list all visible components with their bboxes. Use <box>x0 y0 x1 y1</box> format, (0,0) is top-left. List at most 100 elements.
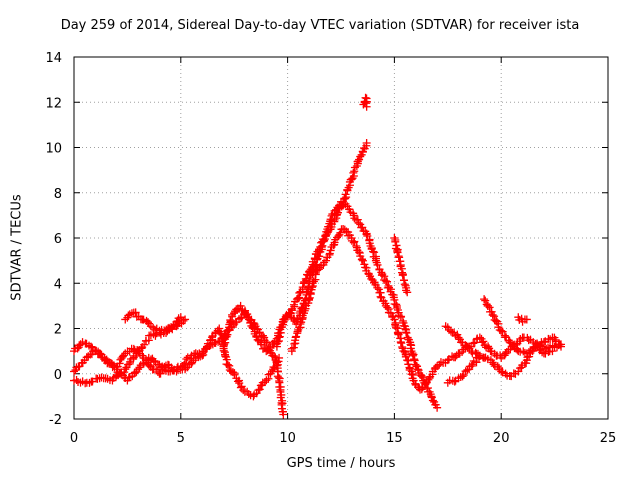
data-point-interp <box>459 370 468 379</box>
y-tick-label: 14 <box>45 51 62 66</box>
data-point-interp <box>433 362 442 371</box>
data-point-interp <box>398 271 407 280</box>
data-point-interp <box>169 321 178 330</box>
data-point-interp <box>526 335 535 344</box>
data-point-interp <box>120 368 129 377</box>
data-point-interp <box>174 314 183 323</box>
data-point-interp <box>306 271 315 280</box>
data-point-interp <box>383 303 392 312</box>
data-point-interp <box>385 283 394 292</box>
data-point-interp <box>182 355 191 364</box>
data-point-interp <box>230 370 239 379</box>
data-point-interp <box>217 329 226 338</box>
data-point-interp <box>451 331 460 340</box>
data-point-interp <box>516 334 525 343</box>
data-point-interp <box>407 370 416 379</box>
data-point-interp <box>118 352 127 361</box>
data-point-interp <box>142 355 151 364</box>
data-point <box>181 315 190 324</box>
data-point-interp <box>451 353 460 362</box>
data-point-interp <box>101 356 110 365</box>
data-point-interp <box>274 357 283 366</box>
data-point-interp <box>326 246 335 255</box>
data-point-interp <box>428 370 437 379</box>
data-point-interp <box>393 305 402 314</box>
data-point-interp <box>358 256 367 265</box>
data-point-interp <box>450 377 459 386</box>
data-point-interp <box>362 141 371 150</box>
data-point-interp <box>305 293 314 302</box>
data-point-interp <box>287 344 296 353</box>
data-point-interp <box>164 367 173 376</box>
data-point-interp <box>362 99 371 108</box>
data-point-interp <box>417 385 426 394</box>
data-point-interp <box>92 346 101 355</box>
data-point-interp <box>323 225 332 234</box>
data-point-interp <box>345 231 354 240</box>
data-point-interp <box>102 355 111 364</box>
data-point-interp <box>511 369 520 378</box>
y-tick-label: -2 <box>49 413 62 428</box>
data-point-interp <box>517 314 526 323</box>
data-point-interp <box>290 339 299 348</box>
data-point-interp <box>474 354 483 363</box>
data-point-interp <box>428 396 437 405</box>
data-point-interp <box>399 276 408 285</box>
data-point-interp <box>402 329 411 338</box>
data-point-interp <box>78 358 87 367</box>
data-point-interp <box>467 361 476 370</box>
chart-title: Day 259 of 2014, Sidereal Day-to-day VTE… <box>60 18 580 33</box>
y-tick-label: 12 <box>45 96 62 111</box>
data-point-interp <box>227 367 236 376</box>
data-point-interp <box>320 236 329 245</box>
data-point-interp <box>140 340 149 349</box>
data-point-interp <box>465 344 474 353</box>
data-point-interp <box>425 387 434 396</box>
data-point <box>390 234 399 242</box>
data-point <box>381 276 390 285</box>
data-point-interp <box>278 407 287 416</box>
data-point-interp <box>400 280 409 289</box>
data-point-interp <box>520 348 529 357</box>
data-point-interp <box>330 240 339 249</box>
data-point-interp <box>221 352 230 361</box>
data-point-interp <box>280 314 289 323</box>
data-point-interp <box>115 359 124 368</box>
data-point-interp <box>493 362 502 371</box>
data-point-interp <box>318 241 327 250</box>
data-point-interp <box>397 312 406 321</box>
data-point-interp <box>187 358 196 367</box>
data-point-interp <box>233 377 242 386</box>
data-point-interp <box>393 248 402 257</box>
data-point <box>70 367 78 376</box>
data-point-interp <box>243 312 252 321</box>
data-point-interp <box>406 344 415 353</box>
x-tick-label: 25 <box>600 431 617 446</box>
data-point-interp <box>408 351 417 360</box>
y-tick-label: 10 <box>45 142 62 157</box>
data-point-interp <box>357 255 366 264</box>
data-point-interp <box>388 313 397 322</box>
x-tick-label: 10 <box>279 431 296 446</box>
data-point-interp <box>355 155 364 164</box>
data-point-interp <box>127 309 136 318</box>
y-tick-label: 6 <box>54 232 62 247</box>
data-point-interp <box>275 333 284 342</box>
data-point-interp <box>254 386 263 395</box>
data-point-interp <box>293 294 302 303</box>
data-point-interp <box>413 362 422 371</box>
data-point-interp <box>537 338 546 347</box>
data-point-interp <box>484 342 493 351</box>
data-point-interp <box>156 369 165 378</box>
data-point-interp <box>479 337 488 346</box>
data-point-interp <box>544 347 553 356</box>
y-tick-label: 2 <box>54 323 62 338</box>
data-point-interp <box>555 340 564 349</box>
x-axis-label: GPS time / hours <box>286 456 396 471</box>
data-point-interp <box>149 356 158 365</box>
y-axis-label: SDTVAR / TECUs <box>9 194 25 301</box>
data-point-interp <box>178 365 187 374</box>
data-point-interp <box>392 304 401 313</box>
data-point-interp <box>336 228 345 237</box>
